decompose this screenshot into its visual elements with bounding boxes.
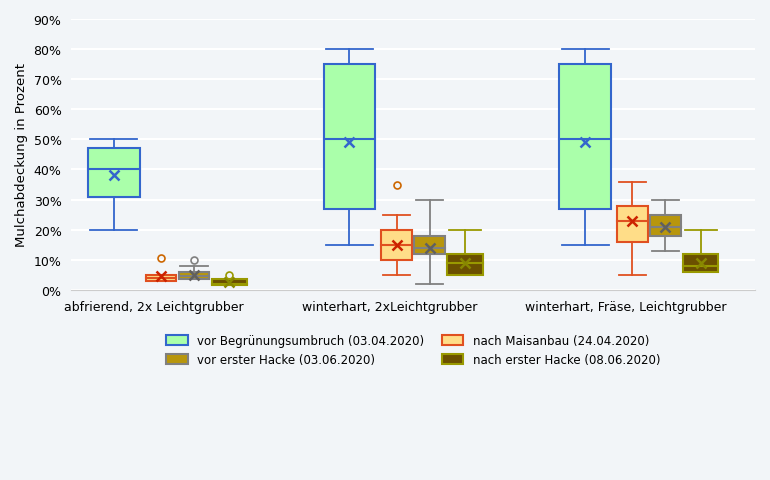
Y-axis label: Mulchabdeckung in Prozent: Mulchabdeckung in Prozent: [15, 63, 28, 247]
Bar: [559, 65, 611, 209]
Bar: [617, 206, 648, 242]
Bar: [146, 275, 176, 281]
Bar: [683, 254, 718, 272]
Bar: [414, 236, 445, 254]
Bar: [323, 65, 376, 209]
Bar: [381, 230, 412, 260]
Bar: [447, 254, 483, 275]
Legend: vor Begrünungsumbruch (03.04.2020), vor erster Hacke (03.06.2020), nach Maisanba: vor Begrünungsumbruch (03.04.2020), vor …: [162, 330, 665, 371]
Bar: [179, 272, 209, 280]
Bar: [650, 215, 681, 236]
Bar: [212, 280, 247, 286]
Bar: [88, 149, 139, 197]
